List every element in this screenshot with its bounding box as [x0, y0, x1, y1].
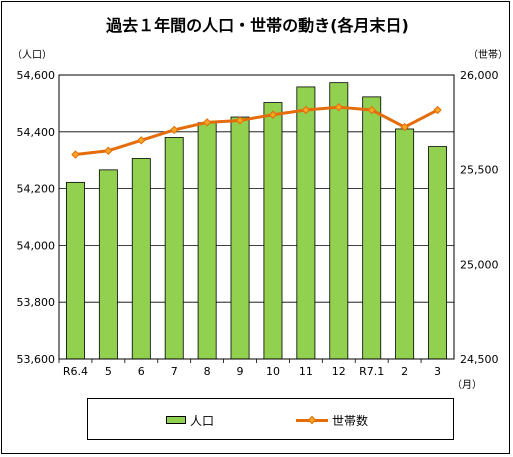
households-point [170, 125, 179, 135]
right-tick-label: 25,000 [460, 258, 499, 271]
households-point [367, 105, 376, 115]
right-tick-label: 24,500 [460, 353, 499, 366]
households-point [268, 110, 278, 119]
x-tick-label: 11 [299, 365, 313, 378]
legend-label-population: 人口 [190, 413, 215, 428]
population-bar [131, 158, 151, 360]
households-point [334, 102, 343, 112]
chart-title: 過去１年間の人口・世帯の動き(各月末日) [106, 16, 409, 35]
households-point [71, 150, 80, 159]
population-bar [362, 96, 382, 360]
legend-label-households: 世帯数 [332, 413, 369, 428]
households-point [137, 136, 146, 145]
x-tick-label: 6 [138, 365, 145, 378]
left-tick-label: 54,600 [17, 69, 56, 82]
plot-area: 53,600 53,800 54,000 54,200 54,400 54,600 24,5… [17, 69, 499, 378]
x-tick-label: 2 [401, 365, 408, 378]
left-tick-label: 54,000 [17, 239, 56, 252]
right-axis-unit: （世帯） [468, 50, 508, 61]
population-bar [263, 102, 283, 360]
legend-item-households: 世帯数 [296, 411, 368, 429]
right-tick-label: 25,500 [460, 164, 499, 177]
households-point [235, 116, 245, 125]
x-tick-label: R7.1 [359, 365, 384, 378]
households-point [104, 146, 113, 155]
x-tick-label: 12 [332, 365, 346, 378]
households-point [301, 105, 311, 115]
households-point [202, 118, 212, 127]
population-bar [164, 137, 184, 360]
population-bar [66, 181, 85, 360]
x-tick-label: 9 [237, 365, 244, 378]
x-axis-unit: （月） [452, 380, 482, 391]
households-point [433, 105, 442, 115]
population-bar [296, 86, 316, 360]
left-tick-label: 54,200 [17, 183, 56, 196]
right-tick-label: 26,000 [460, 69, 499, 82]
households-line [75, 105, 439, 157]
legend-item-population: 人口 [166, 411, 214, 429]
x-tick-label: 10 [266, 365, 280, 378]
population-bar [329, 82, 349, 360]
left-tick-label: 53,600 [17, 353, 56, 366]
left-tick-label: 54,400 [17, 126, 56, 139]
x-tick-label: 7 [171, 365, 178, 378]
households-point [400, 122, 409, 132]
population-bar [395, 128, 415, 360]
legend-line-swatch [296, 415, 328, 425]
x-tick-label: R6.4 [63, 365, 88, 378]
left-tick-label: 53,800 [17, 296, 56, 309]
x-tick-label: 5 [105, 365, 112, 378]
left-axis-unit: （人口） [12, 50, 52, 61]
legend-bar-swatch [166, 416, 186, 424]
population-bar [428, 146, 447, 360]
legend: 人口 世帯数 [87, 398, 454, 440]
population-bar [98, 169, 118, 360]
population-bar [197, 122, 217, 360]
x-tick-label: 3 [434, 365, 441, 378]
x-tick-label: 8 [204, 365, 211, 378]
population-bar [230, 116, 250, 360]
